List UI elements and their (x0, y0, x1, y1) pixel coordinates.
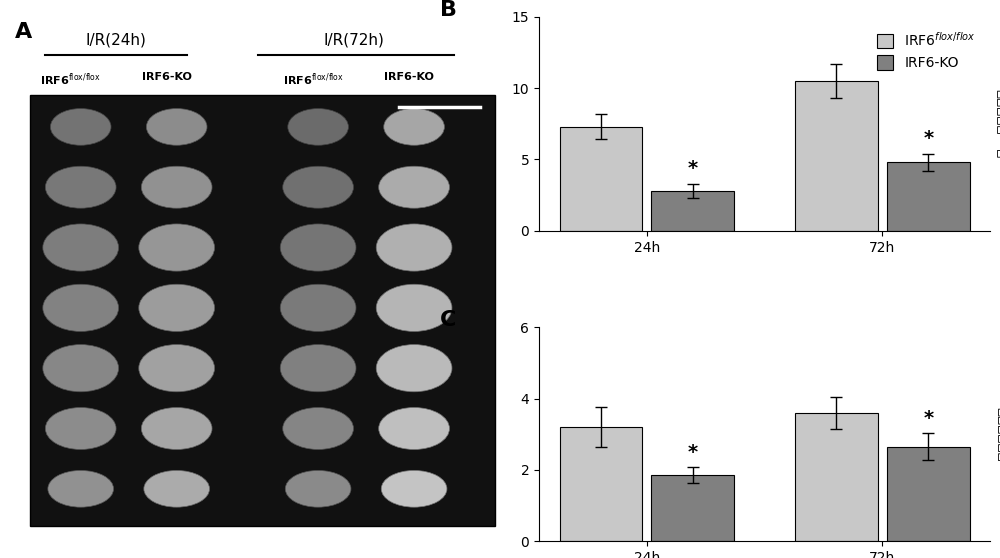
Text: *: * (923, 409, 933, 428)
Ellipse shape (379, 166, 449, 208)
Ellipse shape (45, 166, 116, 208)
Text: C: C (440, 310, 456, 330)
Bar (560, 427, 642, 541)
Ellipse shape (45, 407, 116, 450)
Ellipse shape (376, 284, 452, 331)
Bar (651, 191, 734, 231)
Ellipse shape (376, 224, 452, 271)
Ellipse shape (280, 224, 356, 271)
Ellipse shape (381, 470, 447, 507)
Ellipse shape (139, 224, 215, 271)
Ellipse shape (283, 166, 353, 208)
Text: IRF6$^{\mathrm{flox/flox}}$: IRF6$^{\mathrm{flox/flox}}$ (283, 72, 344, 88)
Ellipse shape (43, 284, 119, 331)
Ellipse shape (144, 470, 210, 507)
Text: B: B (440, 0, 457, 20)
Ellipse shape (384, 108, 444, 145)
Text: IRF6$^{\mathrm{flox/flox}}$: IRF6$^{\mathrm{flox/flox}}$ (40, 72, 101, 88)
Y-axis label: 棒死体积（%）: 棒死体积（%） (996, 89, 1000, 158)
Ellipse shape (288, 108, 348, 145)
Bar (887, 447, 970, 541)
Ellipse shape (139, 344, 215, 392)
Ellipse shape (141, 407, 212, 450)
Text: *: * (688, 443, 698, 462)
Text: I/R(24h): I/R(24h) (86, 32, 147, 47)
Text: *: * (688, 159, 698, 178)
Text: IRF6-KO: IRF6-KO (384, 72, 434, 82)
Ellipse shape (376, 344, 452, 392)
Text: IRF6-KO: IRF6-KO (142, 72, 192, 82)
Ellipse shape (379, 407, 449, 450)
Ellipse shape (139, 284, 215, 331)
Ellipse shape (280, 284, 356, 331)
Ellipse shape (283, 407, 353, 450)
Y-axis label: 神经功能评分: 神经功能评分 (996, 407, 1000, 461)
Ellipse shape (146, 108, 207, 145)
Bar (651, 475, 734, 541)
Text: I/R(72h): I/R(72h) (323, 32, 384, 47)
Ellipse shape (50, 108, 111, 145)
Legend: IRF6$^{flox/flox}$, IRF6-KO: IRF6$^{flox/flox}$, IRF6-KO (870, 23, 983, 77)
FancyBboxPatch shape (30, 95, 495, 526)
Text: A: A (15, 22, 32, 42)
Ellipse shape (280, 344, 356, 392)
Ellipse shape (285, 470, 351, 507)
Bar (560, 127, 642, 231)
Bar (795, 413, 878, 541)
Ellipse shape (43, 344, 119, 392)
Ellipse shape (141, 166, 212, 208)
Ellipse shape (43, 224, 119, 271)
Text: *: * (923, 129, 933, 148)
Bar (795, 81, 878, 231)
Ellipse shape (48, 470, 114, 507)
Bar (887, 162, 970, 231)
